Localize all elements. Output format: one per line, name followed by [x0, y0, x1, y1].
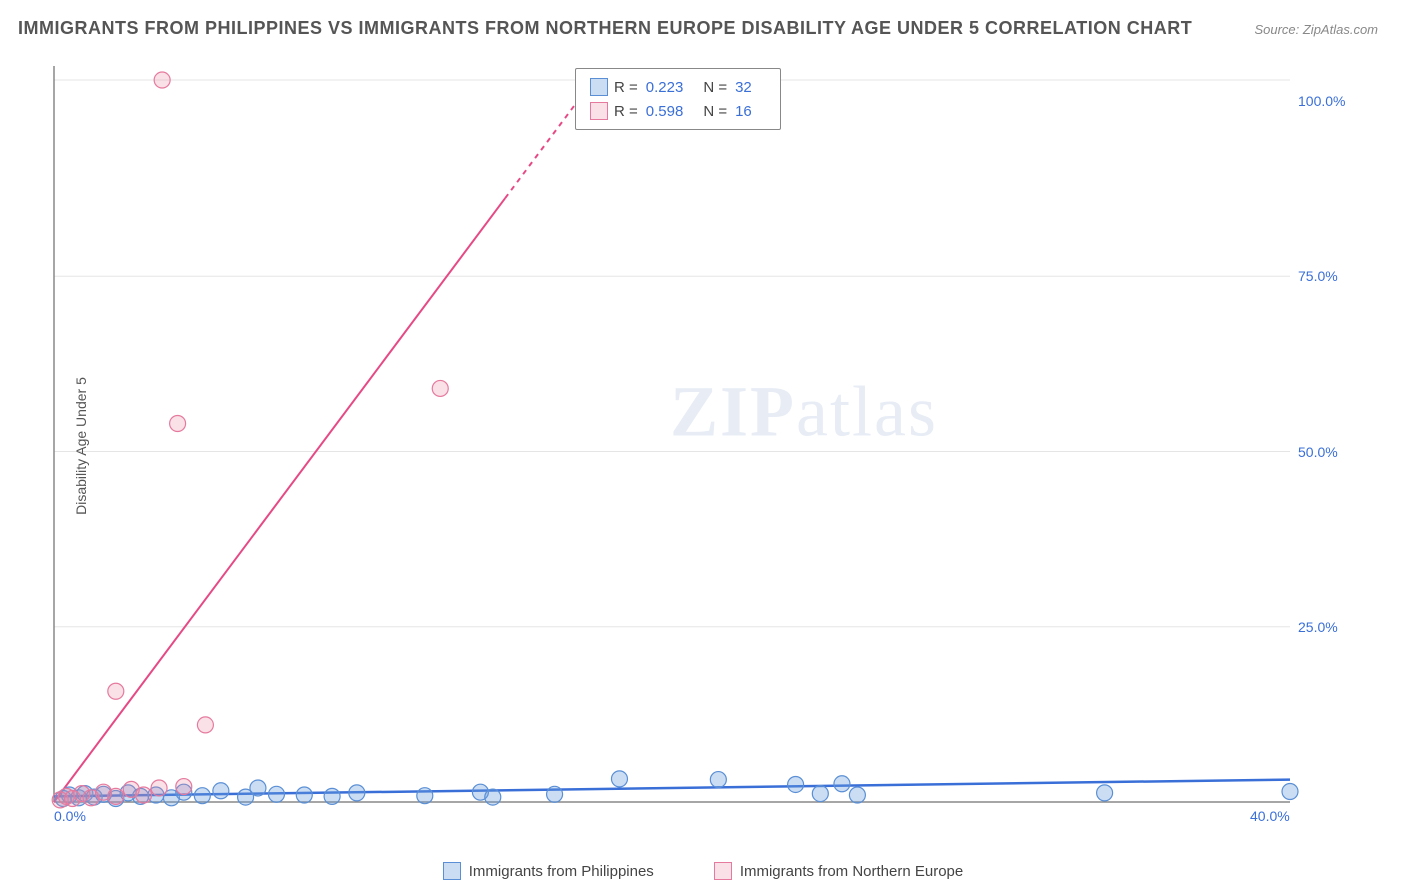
x-tick-label: 0.0%: [54, 808, 86, 824]
r-value: 0.598: [646, 103, 684, 120]
legend-label: Immigrants from Northern Europe: [740, 863, 963, 880]
n-value: 32: [735, 79, 752, 96]
plot-area: ZIPatlas R =0.223N =32R =0.598N =16 0.0%…: [50, 62, 1350, 822]
legend-swatch: [590, 102, 608, 120]
r-label: R =: [614, 103, 638, 120]
n-label: N =: [703, 103, 727, 120]
legend-label: Immigrants from Philippines: [469, 863, 654, 880]
stats-legend-row: R = 0.598 N = 16: [590, 99, 766, 123]
r-label: R =: [614, 79, 638, 96]
series-legend: Immigrants from Philippines Immigrants fr…: [0, 862, 1406, 880]
chart-title: IMMIGRANTS FROM PHILIPPINES VS IMMIGRANT…: [18, 18, 1192, 39]
y-tick-label: 50.0%: [1298, 444, 1338, 460]
legend-swatch: [714, 862, 732, 880]
y-axis-label: Disability Age Under 5: [73, 377, 89, 515]
stats-legend: R = 0.223 N = 32 R = 0.598 N = 16: [575, 68, 781, 130]
legend-swatch: [590, 78, 608, 96]
r-value: 0.223: [646, 79, 684, 96]
y-tick-label: 100.0%: [1298, 93, 1345, 109]
n-label: N =: [703, 79, 727, 96]
legend-swatch: [443, 862, 461, 880]
source-attribution: Source: ZipAtlas.com: [1254, 22, 1378, 37]
x-tick-label: 40.0%: [1250, 808, 1290, 824]
legend-item: Immigrants from Philippines: [443, 862, 654, 880]
stats-legend-row: R = 0.223 N = 32: [590, 75, 766, 99]
scatter-chart-svg: [50, 62, 1350, 822]
y-tick-label: 75.0%: [1298, 268, 1338, 284]
y-tick-label: 25.0%: [1298, 619, 1338, 635]
n-value: 16: [735, 103, 752, 120]
legend-item: Immigrants from Northern Europe: [714, 862, 963, 880]
